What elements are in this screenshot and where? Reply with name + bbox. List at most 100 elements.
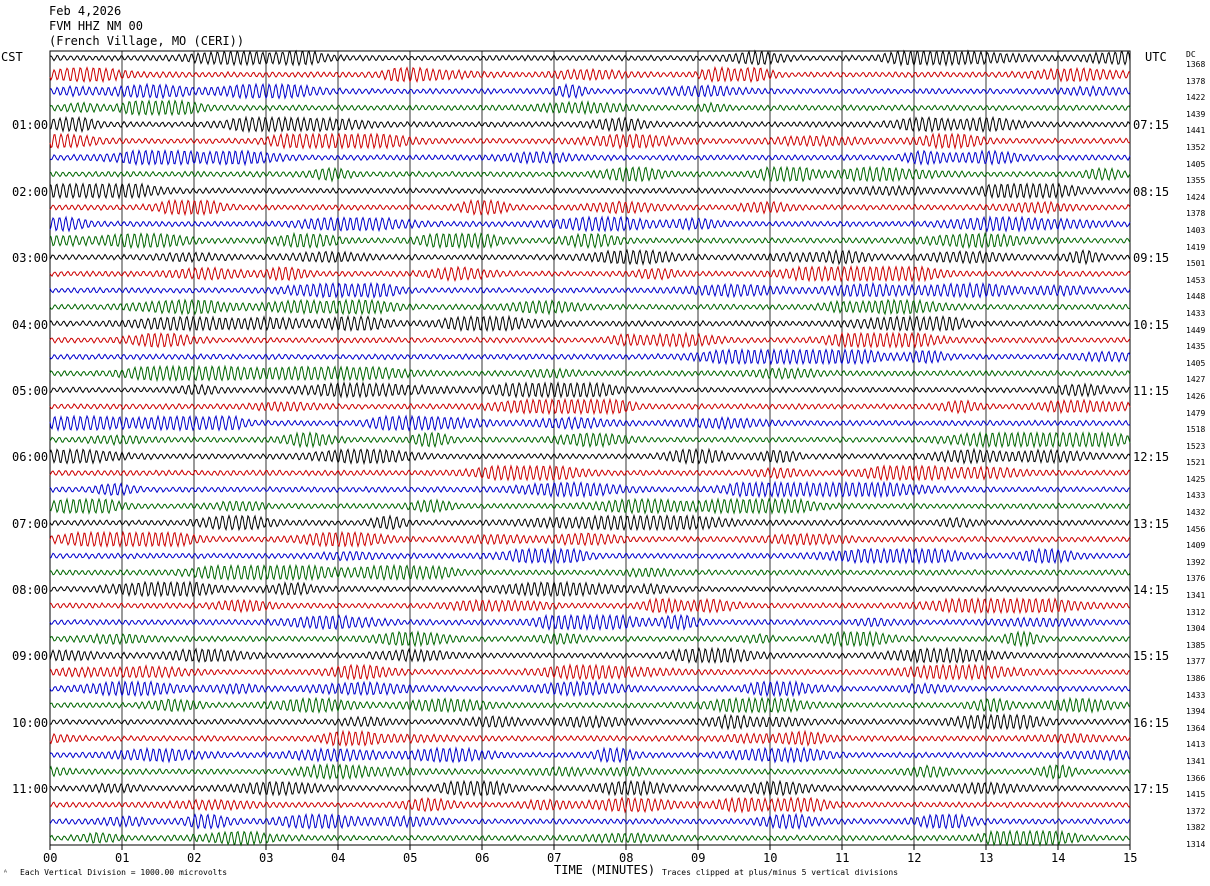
x-axis-title: TIME (MINUTES) [554,863,656,877]
trace-line [49,530,1131,548]
hour-label-utc: 15:15 [1133,649,1170,664]
x-tick-label: 08 [619,851,634,865]
dc-offset-value: 1368 [1186,60,1206,69]
trace-line [49,563,1131,582]
x-tick-label: 15 [1123,851,1138,865]
trace-line [49,447,1131,466]
clip-note: Traces clipped at plus/minus 5 vertical … [662,868,899,877]
trace-line [49,347,1131,366]
trace-line [49,414,1131,432]
hour-label-cst: 01:00 [12,118,49,133]
trace-line [49,298,1131,316]
dc-offset-value: 1419 [1186,242,1206,252]
right-timezone-label: UTC [1145,50,1167,64]
x-tick-label: 10 [763,851,778,865]
dc-offset-value: 1456 [1186,524,1206,534]
trace-line [49,198,1131,217]
hour-label-cst: 03:00 [12,251,49,266]
dc-offset-value: 1312 [1186,607,1206,617]
dc-offset-value: 1439 [1186,109,1206,119]
dc-offset-value: 1386 [1186,674,1206,684]
dc-offset-value: 1453 [1186,275,1206,285]
dc-offset-value: 1425 [1186,474,1206,484]
dc-offset-value: 1341 [1186,757,1206,767]
hour-label-utc: 14:15 [1133,583,1170,598]
hour-label-utc: 12:15 [1133,450,1170,465]
x-tick-label: 13 [979,851,994,865]
dc-offset-value: 1392 [1186,557,1206,567]
dc-offset-value: 1501 [1186,259,1206,269]
dc-offset-value: 1377 [1186,657,1206,667]
dc-offset-value: 1403 [1186,225,1206,235]
dc-offset-value: 1433 [1186,690,1206,700]
trace-line [49,829,1131,847]
trace-line [49,679,1131,698]
dc-offset-value: 1394 [1186,707,1206,717]
dc-offset-value: 1521 [1186,458,1206,468]
trace-line [49,82,1131,100]
trace-line [49,98,1131,117]
trace-line [49,713,1131,731]
dc-offset-value: 1413 [1186,740,1206,750]
hour-label-utc: 10:15 [1133,317,1170,332]
trace-line [49,248,1131,266]
trace-line [49,746,1131,764]
trace-line [49,480,1131,499]
scale-icon: ᴬ [3,868,8,877]
station-location: (French Village, MO (CERI)) [49,34,245,48]
trace-line [49,397,1131,416]
hour-label-cst: 08:00 [12,583,49,598]
hour-label-utc: 17:15 [1133,782,1170,797]
dc-offset-value: 1427 [1186,375,1206,385]
trace-line [49,646,1131,664]
hour-label-cst: 02:00 [12,184,49,199]
x-tick-label: 12 [907,851,922,865]
dc-offset-value: 1415 [1186,790,1206,800]
dc-offset-value: 1479 [1186,408,1206,418]
scale-note: Each Vertical Division = 1000.00 microvo… [20,868,228,877]
trace-line [49,696,1131,714]
dc-offset-value: 1441 [1186,126,1206,136]
x-tick-label: 04 [331,851,346,865]
dc-offset-value: 1385 [1186,640,1206,650]
trace-line [49,464,1131,482]
hour-label-cst: 06:00 [12,450,49,465]
hour-label-cst: 09:00 [12,649,49,664]
dc-offset-value: 1352 [1186,142,1206,152]
trace-line [49,796,1131,814]
trace-line [49,265,1131,283]
x-tick-label: 09 [691,851,706,865]
hour-label-cst: 04:00 [12,317,49,332]
dc-offset-value: 1424 [1186,192,1206,202]
hour-label-cst: 07:00 [12,516,49,531]
trace-line [49,497,1131,515]
trace-line [49,132,1131,150]
x-tick-label: 05 [403,851,418,865]
trace-line [49,65,1131,84]
trace-line [49,513,1131,532]
x-tick-label: 06 [475,851,490,865]
dc-offset-value: 1433 [1186,491,1206,501]
hour-label-cst: 11:00 [12,782,49,797]
dc-offset-value: 1405 [1186,358,1206,368]
station-code: FVM HHZ NM 00 [49,19,143,33]
dc-offset-value: 1409 [1186,541,1206,551]
hour-label-utc: 07:15 [1133,118,1170,133]
trace-line [49,231,1131,250]
hour-label-utc: 16:15 [1133,715,1170,730]
x-tick-label: 11 [835,851,850,865]
dc-offset-value: 1341 [1186,591,1206,601]
trace-line [50,596,1131,615]
dc-offset-value: 1378 [1186,76,1206,86]
dc-offset-value: 1314 [1186,840,1206,849]
dc-offset-value: 1432 [1186,508,1206,518]
dc-offset-value: 1405 [1186,159,1206,169]
trace-line [49,364,1131,383]
left-timezone-label: CST [1,50,23,64]
trace-line [49,182,1131,200]
trace-line [49,729,1131,747]
trace-line [49,49,1131,67]
trace-line [49,613,1131,632]
dc-offset-value: 1372 [1186,806,1206,816]
